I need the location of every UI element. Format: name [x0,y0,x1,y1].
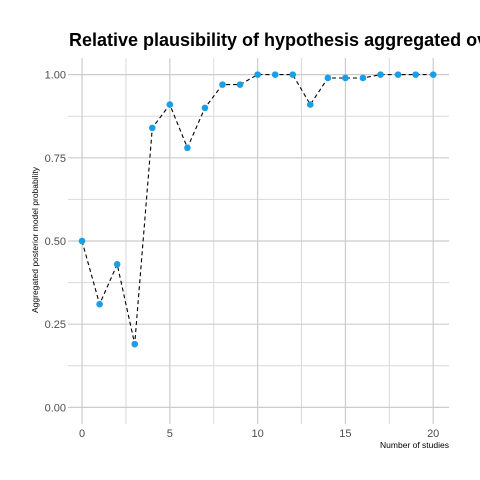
y-axis-label: Aggregated posterior model probability [30,166,40,313]
y-tick-label: 1.00 [45,70,66,82]
data-point [271,71,279,78]
data-point [131,340,139,348]
y-tick-label: 0.75 [45,153,66,165]
x-tick-label: 15 [339,428,351,440]
series-line-layer [81,74,434,345]
data-point [429,71,437,78]
data-point [236,81,244,88]
x-axis-label: Number of studies [380,440,449,450]
grid [68,58,449,424]
data-point [394,71,402,78]
y-axis-ticks: 0.00 0.25 0.50 0.75 1.00 [45,70,66,415]
x-tick-label: 0 [79,428,85,440]
x-axis-ticks: 0 5 10 15 20 [79,428,439,440]
y-tick-label: 0.00 [45,402,66,414]
y-tick-label: 0.25 [45,319,66,331]
data-point [201,104,209,112]
data-point [377,71,384,78]
data-point [306,101,314,108]
data-point [78,237,86,245]
data-point [148,124,156,132]
points-layer [78,71,437,348]
data-point [324,74,332,82]
data-point [289,71,297,78]
data-point [113,260,121,268]
data-point [254,71,261,78]
data-point [412,71,419,78]
x-tick-label: 20 [427,428,439,440]
data-point [219,81,226,88]
series-line [81,74,434,345]
x-tick-label: 5 [167,428,173,440]
data-point [359,74,367,82]
data-point [96,300,103,308]
data-point [184,144,191,152]
data-point [342,74,349,82]
x-tick-label: 10 [251,428,263,440]
chart-title: Relative plausibility of hypothesis aggr… [69,30,480,50]
data-point [166,101,174,108]
y-tick-label: 0.50 [45,236,66,248]
